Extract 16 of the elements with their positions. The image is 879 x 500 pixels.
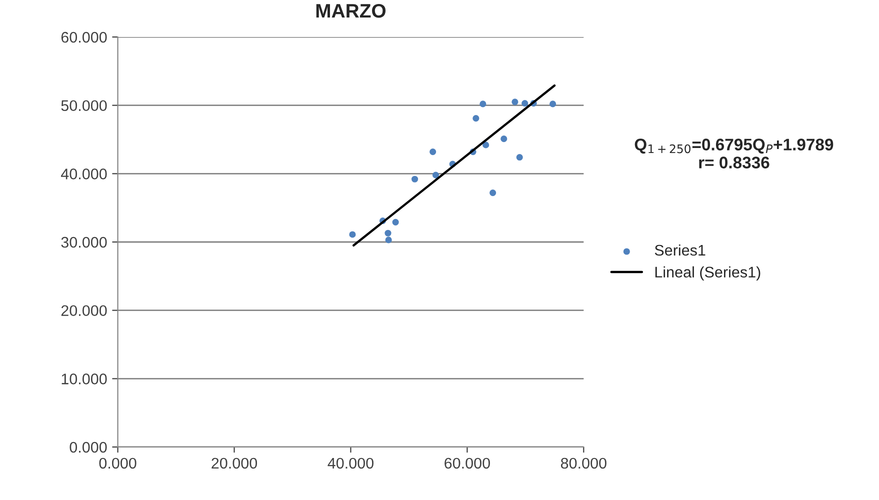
x-tick-label: 20.000 — [212, 458, 258, 469]
y-tick-label: 10.000 — [62, 374, 107, 384]
y-tick-label: 60.000 — [61, 32, 107, 43]
y-tick-label: 30.000 — [61, 236, 107, 248]
y-tick-label: 40.000 — [60, 168, 107, 180]
legend-label: Lineal (Series1) — [655, 266, 760, 281]
text: Q$_{1+250}$=0.6795Q$_{P}$+1.9789 r= 0.8336 — [634, 138, 834, 168]
x-tick-label: 60.000 — [444, 458, 490, 469]
x-tick-label: 0.000 — [99, 458, 136, 469]
y-tick-label: 0.000 — [70, 442, 107, 453]
legend-label: Series1 — [654, 244, 706, 256]
x-tick-label: 80.000 — [560, 458, 606, 469]
y-tick-label: 50.000 — [61, 100, 107, 112]
y-tick-label: 20.000 — [61, 305, 107, 316]
x-tick-label: 40.000 — [328, 458, 374, 469]
chart-title: MARZO — [316, 4, 386, 18]
